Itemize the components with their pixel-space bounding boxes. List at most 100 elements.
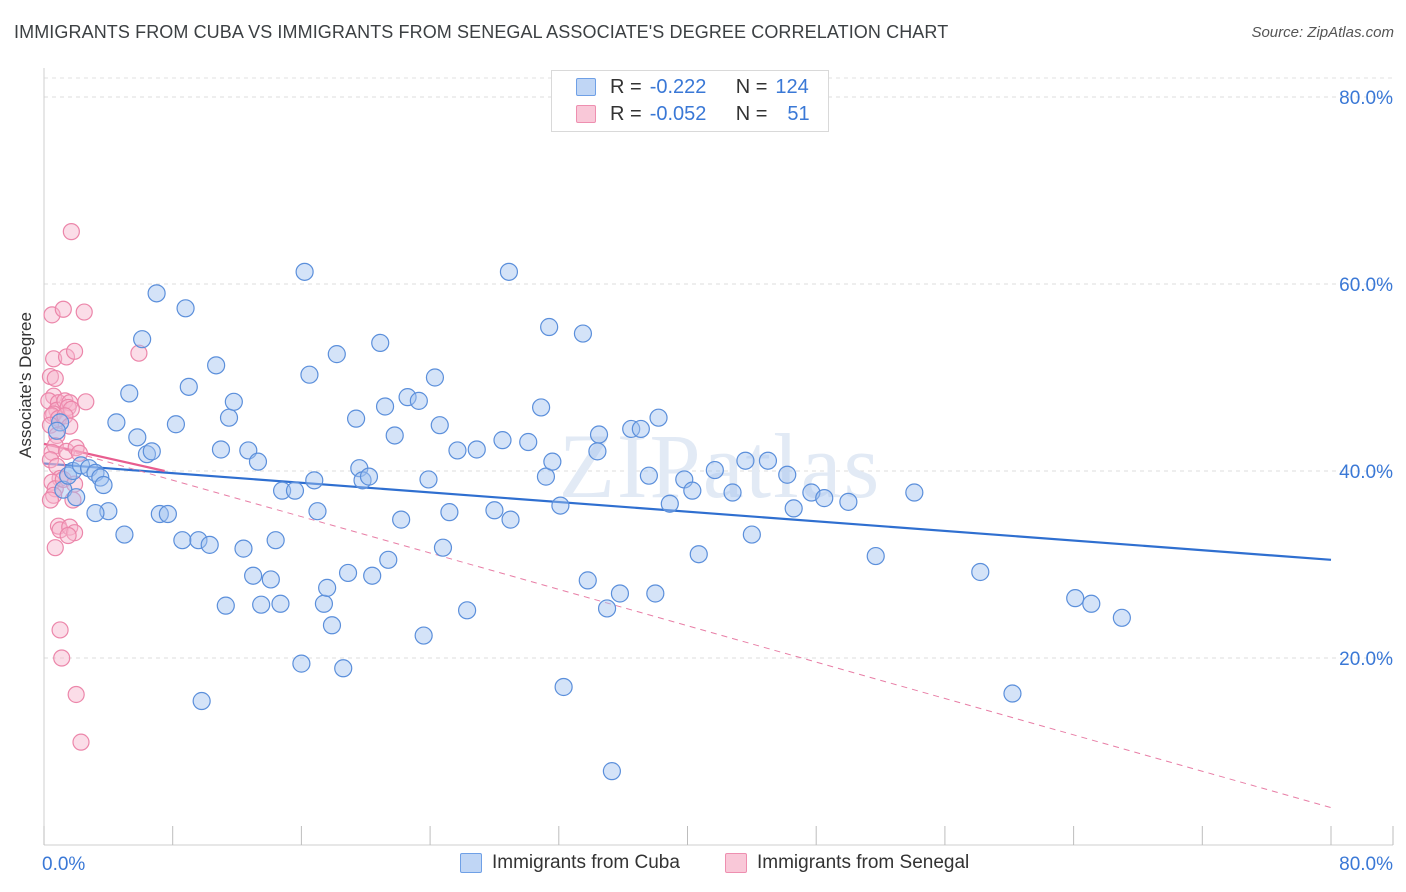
chart-title: IMMIGRANTS FROM CUBA VS IMMIGRANTS FROM … [14,22,949,42]
point-cuba [107,413,126,432]
point-senegal [75,303,93,321]
point-cuba [322,616,342,635]
point-cuba [189,531,208,550]
legend-label-cuba: Immigrants from Cuba [492,852,680,873]
r-label: R = [610,75,642,98]
trendline-cuba [43,462,1332,561]
point-cuba [815,489,834,508]
point-senegal [41,451,60,469]
point-cuba [120,384,139,403]
point-cuba [176,299,195,318]
legend-row-cuba: R = -0.222 N = 124 [576,75,809,99]
point-cuba [433,538,453,557]
point-cuba [639,466,658,485]
point-cuba [338,563,358,583]
legend-item-senegal[interactable]: Immigrants from Senegal [725,852,969,874]
series-legend: Immigrants from Cuba Immigrants from Sen… [0,852,1406,878]
source-label: Source: ZipAtlas.com [1251,24,1394,41]
point-cuba [409,391,428,410]
point-cuba [1112,608,1131,627]
point-cuba [147,284,166,303]
point-senegal [59,526,77,545]
point-cuba [597,599,617,618]
point-cuba [683,481,702,500]
legend-label-senegal: Immigrants from Senegal [757,852,970,873]
legend-item-cuba[interactable]: Immigrants from Cuba [460,852,680,874]
point-cuba [292,654,311,673]
legend-swatch-senegal [576,105,596,123]
point-cuba [543,452,562,471]
y-axis-label: Associate's Degree [16,312,35,458]
point-cuba [705,460,724,480]
point-cuba [192,691,211,711]
point-cuba [839,492,858,511]
point-cuba [224,392,243,411]
point-cuba [1003,684,1022,703]
n-label: N = [735,75,768,98]
point-cuba [392,510,411,529]
point-cuba [137,445,157,464]
point-senegal [54,300,72,318]
point-cuba [115,525,134,544]
point-cuba [334,659,353,678]
point-cuba [589,425,609,444]
point-cuba [573,324,593,343]
point-cuba [971,562,990,582]
point-cuba [252,595,271,614]
legend-swatch-cuba [460,853,482,873]
point-cuba [308,502,327,521]
point-cuba [67,488,86,507]
point-cuba [588,442,607,461]
point-cuba [493,431,512,450]
point-cuba [398,388,417,407]
point-cuba [305,471,324,490]
point-cuba [540,317,559,337]
trendline-senegal [43,442,165,473]
point-cuba [94,475,113,495]
point-cuba [133,330,152,349]
point-senegal [57,442,76,460]
point-cuba [501,510,520,529]
point-cuba [448,441,467,460]
r-label: R = [610,102,642,125]
point-senegal [53,649,71,667]
trendline-senegal-dashed [43,443,1332,809]
point-cuba [551,496,570,515]
point-cuba [142,442,161,461]
point-cuba [272,481,292,500]
point-cuba [318,578,337,597]
point-cuba [300,365,319,384]
point-cuba [261,570,280,589]
point-cuba [689,545,708,564]
point-cuba [375,397,395,416]
r-value-senegal: -0.052 [649,102,707,125]
point-senegal [46,539,64,557]
point-cuba [216,596,235,615]
point-cuba [234,539,253,558]
point-senegal [45,350,63,368]
point-cuba [467,440,486,459]
point-cuba [631,419,650,439]
legend-row-senegal: R = -0.052 N = 51 [576,102,810,126]
point-senegal [62,400,80,418]
point-cuba [346,409,366,428]
n-value-cuba: 124 [775,75,809,98]
y-tick-label: 60.0% [1339,275,1393,296]
n-label: N = [735,102,768,125]
point-cuba [649,408,668,427]
point-cuba [758,451,778,470]
point-cuba [554,677,573,697]
point-cuba [179,377,198,396]
legend-swatch-senegal [725,853,747,873]
point-senegal [130,344,148,362]
point-cuba [359,467,379,486]
point-senegal [65,342,84,360]
point-cuba [736,451,755,470]
point-senegal [67,439,85,457]
point-cuba [778,465,797,484]
point-cuba [622,419,641,439]
point-cuba [295,262,314,281]
point-senegal [51,621,69,639]
r-value-cuba: -0.222 [649,75,707,98]
point-cuba [314,594,334,613]
